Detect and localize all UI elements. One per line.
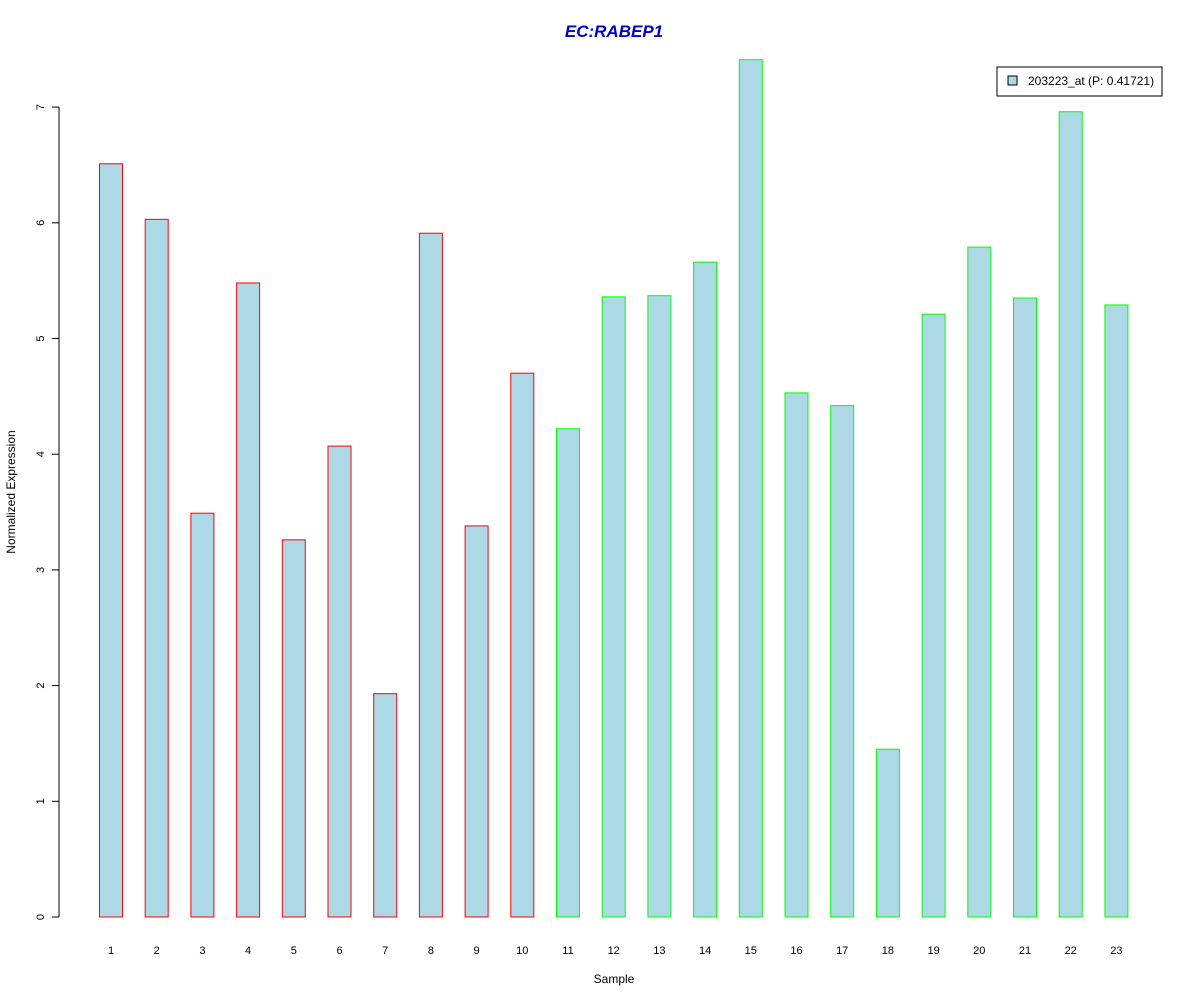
x-tick-label: 19 <box>927 945 939 957</box>
x-tick-label: 7 <box>382 945 388 957</box>
bar-sample-9 <box>464 525 489 918</box>
bar-sample-15 <box>738 59 763 918</box>
bar-sample-20 <box>967 246 992 918</box>
bar-sample-10 <box>510 372 535 918</box>
bar-sample-12 <box>601 296 626 918</box>
x-tick-label: 14 <box>699 945 711 957</box>
y-tick-label: 4 <box>35 451 47 457</box>
bar-sample-7 <box>373 693 398 918</box>
x-tick-label: 18 <box>882 945 894 957</box>
x-tick-labels: 1 2 3 4 5 6 7 8 9 10 11 12 13 14 15 16 17 18 19 20 21 22 23 <box>108 945 1123 957</box>
bar-sample-14 <box>693 261 718 918</box>
legend: 203223_at (P: 0.41721) <box>996 66 1163 97</box>
legend-swatch <box>1007 75 1018 86</box>
x-tick-label: 21 <box>1019 945 1031 957</box>
x-tick-label: 10 <box>516 945 528 957</box>
y-tick-label: 5 <box>35 335 47 341</box>
bar-sample-5 <box>281 539 306 918</box>
x-tick-label: 2 <box>154 945 160 957</box>
y-axis-label: Normalized Expression <box>4 430 18 553</box>
bar-sample-6 <box>327 445 352 918</box>
x-axis-label: Sample <box>594 972 635 986</box>
bar-sample-8 <box>418 232 443 918</box>
y-tick-label: 1 <box>35 798 47 804</box>
legend-label: 203223_at (P: 0.41721) <box>1028 74 1154 88</box>
x-tick-label: 9 <box>474 945 480 957</box>
x-tick-label: 5 <box>291 945 297 957</box>
x-tick-label: 3 <box>199 945 205 957</box>
x-tick-label: 23 <box>1110 945 1122 957</box>
x-tick-label: 15 <box>745 945 757 957</box>
y-tick-label: 7 <box>35 104 47 110</box>
bar-sample-17 <box>830 405 855 918</box>
bar-sample-1 <box>99 163 123 918</box>
x-tick-label: 17 <box>836 945 848 957</box>
x-tick-label: 20 <box>973 945 985 957</box>
x-tick-label: 12 <box>608 945 620 957</box>
x-tick-label: 6 <box>336 945 342 957</box>
bar-sample-16 <box>784 392 809 918</box>
x-tick-label: 16 <box>790 945 802 957</box>
bar-sample-4 <box>236 282 261 918</box>
bar-sample-21 <box>1013 297 1037 918</box>
bar-sample-2 <box>144 218 169 918</box>
x-tick-label: 11 <box>562 945 573 957</box>
bar-sample-13 <box>647 295 672 918</box>
bar-sample-19 <box>921 313 946 918</box>
x-tick-label: 8 <box>428 945 434 957</box>
y-axis: 0 1 2 3 4 5 6 7 <box>35 104 60 920</box>
y-tick-label: 6 <box>35 220 47 226</box>
x-tick-label: 22 <box>1065 945 1077 957</box>
legend-box <box>996 66 1163 97</box>
chart-title: EC:RABEP1 <box>565 22 663 41</box>
bar-sample-22 <box>1058 111 1083 918</box>
bar-sample-3 <box>190 512 215 918</box>
x-tick-label: 4 <box>245 945 251 957</box>
bar-sample-23 <box>1104 304 1129 918</box>
bar-sample-11 <box>556 428 580 918</box>
x-tick-label: 1 <box>108 945 114 957</box>
bars-group <box>99 59 1129 918</box>
y-tick-label: 2 <box>35 683 47 689</box>
bar-sample-18 <box>875 748 900 918</box>
y-tick-label: 0 <box>35 914 47 920</box>
x-tick-label: 13 <box>653 945 665 957</box>
y-tick-label: 3 <box>35 567 47 573</box>
